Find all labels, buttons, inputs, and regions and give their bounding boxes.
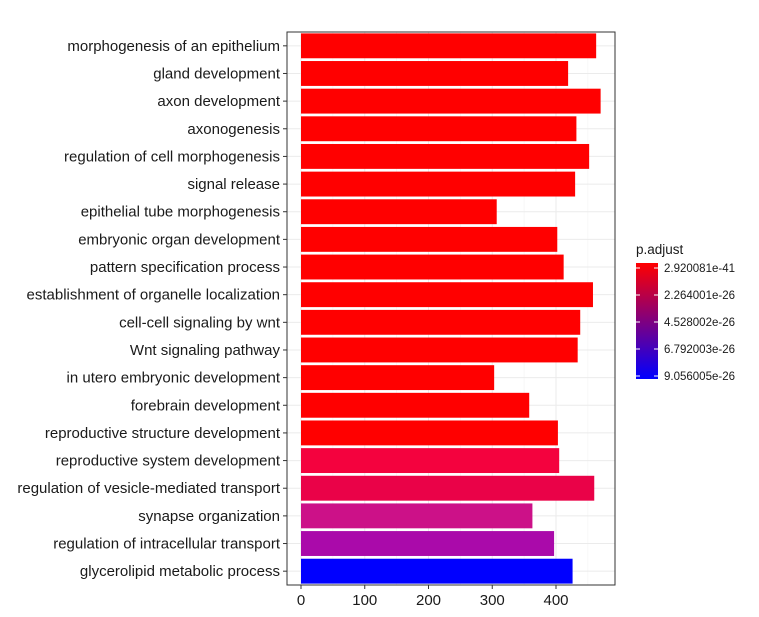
y-tick-label: epithelial tube morphogenesis (81, 204, 280, 221)
legend-label: 2.920081e-41 (664, 263, 735, 275)
x-tick-label: 300 (480, 592, 505, 609)
y-tick-label: Wnt signaling pathway (130, 342, 281, 359)
y-tick-label: pattern specification process (90, 259, 280, 276)
panel-border (286, 31, 616, 586)
y-tick-label: establishment of organelle localization (27, 287, 280, 304)
bar (301, 558, 573, 584)
bar (301, 33, 597, 59)
bar (301, 199, 497, 225)
bar (301, 143, 590, 169)
y-axis: morphogenesis of an epithelium gland deve… (17, 38, 287, 580)
y-tick-label: reproductive system development (56, 453, 281, 470)
bar (301, 475, 595, 501)
bar (301, 503, 533, 529)
bar (301, 88, 601, 114)
legend-ticks: 2.920081e-41 2.264001e-26 4.528002e-26 6.79… (636, 263, 735, 383)
x-tick-label: 400 (543, 592, 568, 609)
bar (301, 226, 558, 252)
x-tick-label: 100 (352, 592, 377, 609)
bar (301, 309, 581, 335)
y-tick-label: axonogenesis (187, 121, 280, 138)
bar (301, 171, 576, 197)
legend: p.adjust 2.920081e-41 2.264001e-26 4.52800… (636, 242, 735, 383)
y-tick-label: forebrain development (131, 397, 281, 414)
legend-label: 9.056005e-26 (664, 371, 735, 383)
y-tick-label: glycerolipid metabolic process (80, 563, 280, 580)
y-tick-label: regulation of cell morphogenesis (64, 148, 280, 165)
bar (301, 420, 558, 446)
x-tick-label: 0 (297, 592, 305, 609)
bar (301, 448, 560, 474)
legend-colorbar (636, 263, 658, 379)
legend-label: 6.792003e-26 (664, 344, 735, 356)
y-tick-label: regulation of intracellular transport (53, 536, 281, 553)
bar (301, 282, 593, 308)
y-tick-label: cell-cell signaling by wnt (119, 314, 281, 331)
y-tick-label: axon development (157, 93, 280, 110)
x-tick-label: 200 (416, 592, 441, 609)
bar (301, 365, 495, 391)
y-tick-label: synapse organization (138, 508, 280, 525)
y-tick-label: in utero embryonic development (67, 370, 281, 387)
bar (301, 254, 564, 280)
y-tick-label: gland development (153, 65, 281, 82)
bars-group (301, 33, 601, 584)
bar (301, 116, 577, 142)
bar (301, 61, 569, 86)
y-tick-label: morphogenesis of an epithelium (67, 38, 280, 55)
bar (301, 337, 578, 363)
panel-background (287, 32, 615, 585)
y-tick-label: reproductive structure development (45, 425, 281, 442)
legend-title: p.adjust (636, 242, 684, 257)
y-tick-label: signal release (187, 176, 280, 193)
legend-label: 2.264001e-26 (664, 290, 735, 302)
x-axis: 0 100 200 300 400 (297, 585, 569, 609)
bar (301, 392, 530, 418)
bar (301, 531, 555, 556)
y-tick-label: regulation of vesicle-mediated transport (17, 480, 280, 497)
legend-label: 4.528002e-26 (664, 317, 735, 329)
y-tick-label: embryonic organ development (78, 231, 281, 248)
